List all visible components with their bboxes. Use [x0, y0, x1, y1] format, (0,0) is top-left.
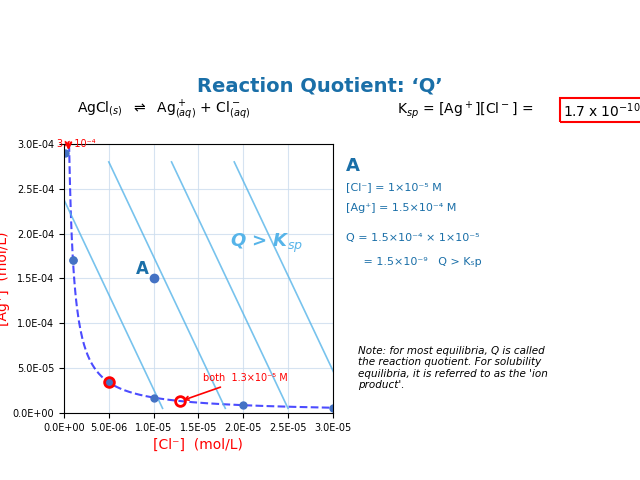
Text: AgCl$_{(s)}$  $\rightleftharpoons$  Ag$^+_{(aq)}$ + Cl$^-_{(aq)}$: AgCl$_{(s)}$ $\rightleftharpoons$ Ag$^+_… [77, 99, 250, 122]
Text: 1.7 x 10$^{-10}$: 1.7 x 10$^{-10}$ [563, 101, 640, 120]
Text: Q = 1.5×10⁻⁴ × 1×10⁻⁵: Q = 1.5×10⁻⁴ × 1×10⁻⁵ [346, 233, 480, 243]
Text: both  1.3×10⁻⁵ M: both 1.3×10⁻⁵ M [185, 373, 287, 400]
Text: [Cl⁻] = 1×10⁻⁵ M: [Cl⁻] = 1×10⁻⁵ M [346, 181, 442, 192]
Text: A: A [136, 260, 148, 278]
Text: Q > K$_{sp}$: Q > K$_{sp}$ [230, 232, 303, 255]
Text: Reaction Quotient: ‘Q’: Reaction Quotient: ‘Q’ [197, 77, 443, 96]
Text: [Ag⁺] = 1.5×10⁻⁴ M: [Ag⁺] = 1.5×10⁻⁴ M [346, 203, 456, 213]
Text: 3× 10⁻⁴: 3× 10⁻⁴ [57, 139, 95, 149]
Text: Note: for most equilibria, Q is called
the reaction quotient. For solubility
equ: Note: for most equilibria, Q is called t… [358, 346, 548, 390]
Y-axis label: [Ag⁺]  (mol/L): [Ag⁺] (mol/L) [0, 231, 10, 325]
X-axis label: [Cl⁻]  (mol/L): [Cl⁻] (mol/L) [154, 438, 243, 452]
Text: A: A [346, 157, 360, 175]
Text: = 1.5×10⁻⁹   Q > Kₛp: = 1.5×10⁻⁹ Q > Kₛp [346, 257, 482, 267]
Text: K$_{sp}$ = [Ag$^+$][Cl$^-$] =: K$_{sp}$ = [Ag$^+$][Cl$^-$] = [397, 99, 534, 121]
